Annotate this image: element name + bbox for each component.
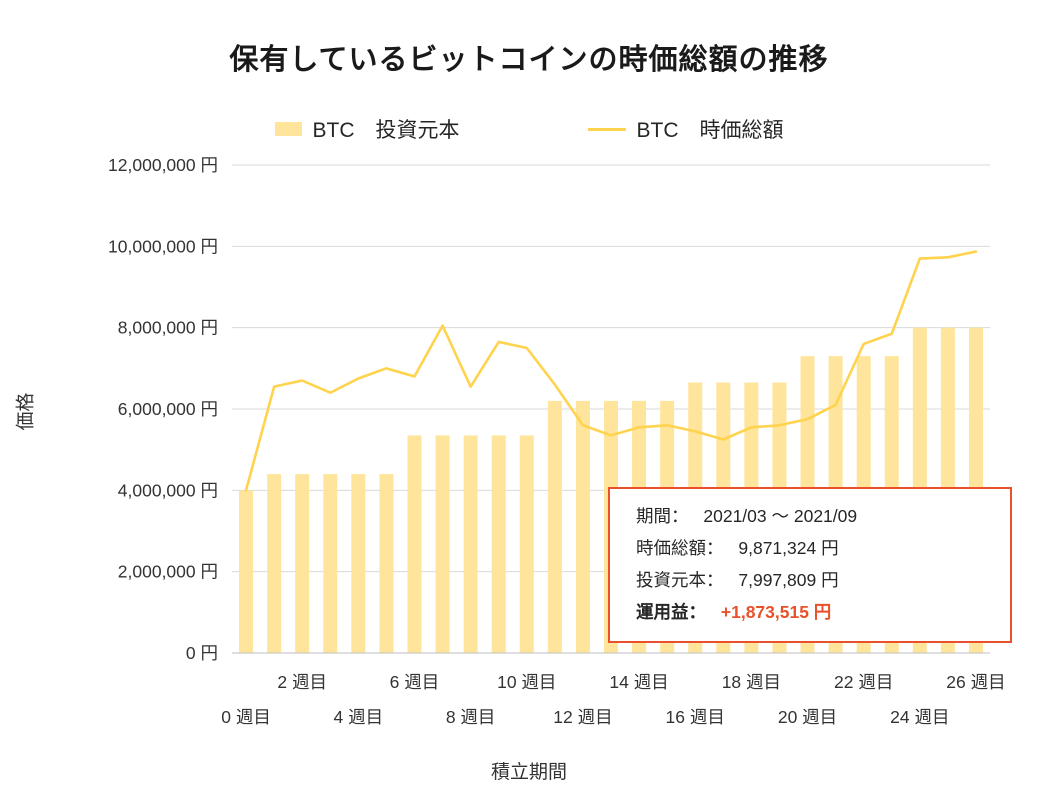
y-tick-label: 10,000,000 円: [108, 236, 218, 256]
x-tick-label: 8 週目: [446, 707, 496, 727]
x-tick-label: 24 週目: [890, 707, 949, 727]
x-tick-label: 26 週目: [946, 672, 1005, 692]
market-value-line: [244, 250, 978, 492]
info-value-period: 2021/03 ～ 2021/09: [703, 506, 858, 526]
principal-bar: [575, 400, 590, 653]
x-tick-label: 22 週目: [834, 672, 893, 692]
y-tick-label: 4,000,000 円: [118, 480, 218, 500]
legend-label-market-value: BTC 時価総額: [636, 119, 784, 142]
principal-bar: [295, 474, 310, 653]
principal-bar: [519, 435, 534, 653]
info-row-gain: 運用益： +1,873,515 円: [636, 596, 988, 628]
info-row-principal: 投資元本： 7,997,809 円: [636, 564, 988, 596]
principal-bar: [407, 435, 422, 653]
principal-bar: [463, 435, 478, 653]
x-tick-label: 16 週目: [666, 707, 725, 727]
legend: BTC 投資元本 BTC 時価総額: [0, 114, 1058, 144]
legend-item-principal: BTC 投資元本: [274, 114, 460, 144]
y-axis-title: 価格: [15, 392, 37, 431]
x-axis-title: 積立期間: [490, 762, 567, 783]
y-tick-label: 12,000,000 円: [108, 155, 218, 175]
info-value-gain: +1,873,515 円: [720, 602, 832, 622]
x-tick-label: 4 週目: [334, 707, 384, 727]
info-label-market-value: 時価総額：: [636, 538, 724, 558]
y-tick-label: 6,000,000 円: [118, 399, 218, 419]
principal-bar: [491, 435, 506, 653]
principal-bar: [351, 474, 366, 653]
info-label-principal: 投資元本：: [636, 570, 724, 590]
y-tick-label: 2,000,000 円: [118, 562, 218, 582]
principal-bar: [267, 474, 282, 653]
info-value-market-value: 9,871,324 円: [738, 538, 839, 558]
info-label-period: 期間：: [636, 506, 689, 526]
y-tick-label: 0 円: [186, 643, 218, 663]
info-row-period: 期間： 2021/03 ～ 2021/09: [636, 500, 988, 532]
x-tick-label: 20 週目: [778, 707, 837, 727]
principal-bar-swatch-icon: [274, 122, 302, 136]
x-tick-label: 14 週目: [609, 672, 668, 692]
y-tick-label: 8,000,000 円: [118, 318, 218, 338]
x-tick-label: 12 週目: [553, 707, 612, 727]
principal-bar: [379, 474, 394, 653]
x-tick-label: 6 週目: [390, 672, 440, 692]
market-value-line-swatch-icon: [587, 127, 626, 131]
legend-item-market-value: BTC 時価総額: [587, 114, 784, 144]
principal-bar: [547, 400, 562, 653]
x-tick-label: 18 週目: [722, 672, 781, 692]
x-tick-label: 10 週目: [497, 672, 556, 692]
info-value-principal: 7,997,809 円: [738, 570, 839, 590]
page-title: 保有しているビットコインの時価総額の推移: [229, 44, 829, 76]
x-tick-label: 0 週目: [221, 707, 271, 727]
x-tick-label: 2 週目: [277, 672, 327, 692]
info-row-market-value: 時価総額： 9,871,324 円: [636, 532, 988, 564]
principal-bar: [323, 474, 338, 653]
principal-bar: [239, 490, 254, 653]
legend-label-principal: BTC 投資元本: [312, 119, 460, 142]
summary-info-box: 期間： 2021/03 ～ 2021/09 時価総額： 9,871,324 円 …: [608, 487, 1012, 643]
principal-bar: [435, 435, 450, 653]
info-label-gain: 運用益：: [636, 602, 706, 622]
